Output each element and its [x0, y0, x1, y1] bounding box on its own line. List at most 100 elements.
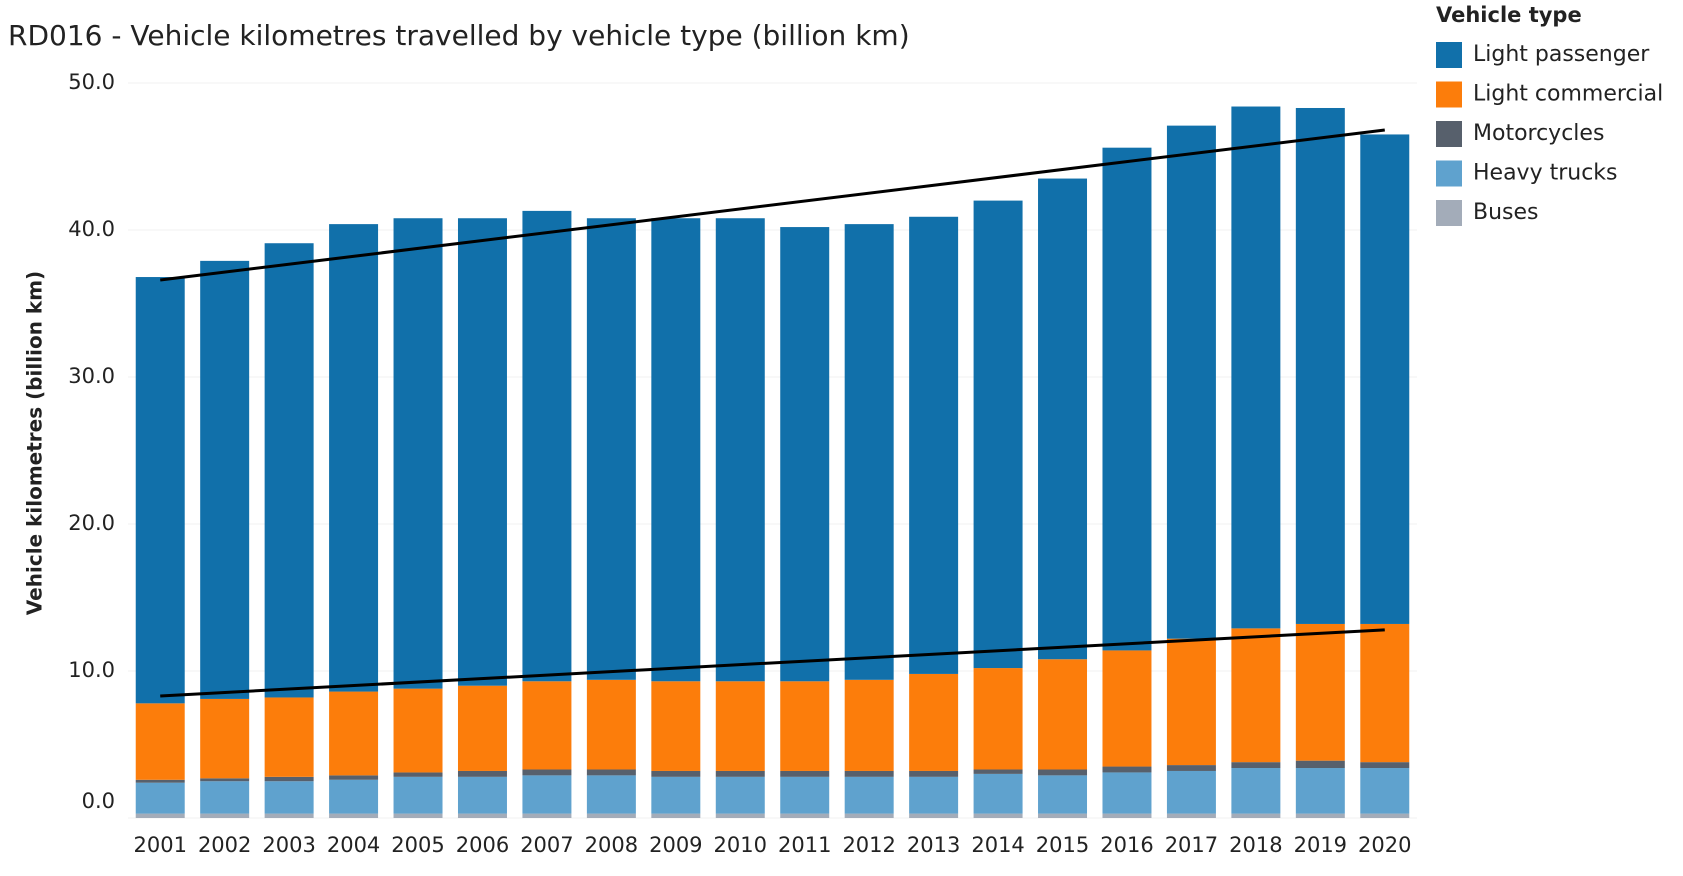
bar-segment [522, 769, 572, 776]
bar-segment [457, 218, 507, 686]
y-tick-label: 30.0 [68, 364, 115, 388]
bar-segment [522, 681, 572, 770]
y-axis-label: Vehicle kilometres (billion km) [23, 271, 47, 615]
bar-segment [522, 775, 572, 814]
bar-segment [393, 772, 443, 777]
bar-segment [586, 769, 636, 776]
bar-segment [1295, 760, 1345, 769]
x-tick-label: 2001 [133, 833, 186, 857]
bar-segment [1166, 770, 1216, 814]
bar-segment [844, 776, 894, 814]
bar-segment [264, 697, 314, 777]
bar-segment [651, 770, 701, 777]
bar-segment [586, 679, 636, 770]
y-tick-label: 20.0 [68, 511, 115, 535]
bar-segment [457, 776, 507, 814]
bar-segment [1102, 650, 1152, 767]
bar-segment [844, 679, 894, 771]
bar-segment [909, 673, 959, 771]
bar-segment [1038, 178, 1088, 660]
bar-segment [1166, 765, 1216, 771]
bar-segment [264, 243, 314, 698]
bar-segment [200, 698, 250, 779]
bar-segment [844, 770, 894, 777]
bar-segment [522, 813, 572, 818]
bar-segment [1166, 638, 1216, 766]
bar-segment [200, 778, 250, 782]
legend-label: Motorcycles [1473, 121, 1604, 146]
bar-segment [1166, 813, 1216, 818]
bar-segment [1231, 768, 1281, 814]
bar-segment [1231, 106, 1281, 629]
x-tick-label: 2008 [585, 833, 638, 857]
x-tick-label: 2007 [520, 833, 573, 857]
x-tick-label: 2005 [391, 833, 444, 857]
bar-segment [1231, 762, 1281, 769]
bar-segment [1231, 628, 1281, 763]
bar-segment [329, 691, 379, 776]
bar-segment [780, 227, 830, 682]
bar-segment [1360, 768, 1410, 814]
legend-swatch [1436, 160, 1462, 187]
bar-segment [1231, 813, 1281, 818]
bar-segment [1360, 762, 1410, 769]
bar-segment [1360, 134, 1410, 624]
bar-segment [651, 813, 701, 818]
x-tick-label: 2009 [649, 833, 702, 857]
x-tick-label: 2017 [1165, 833, 1218, 857]
legend-swatch [1436, 200, 1462, 226]
bar-segment [1102, 772, 1152, 814]
trend-line [160, 128, 1385, 282]
bar-segment [651, 776, 701, 814]
bar-segment [1360, 623, 1410, 763]
bar-segment [1038, 813, 1088, 818]
bar-segment [909, 813, 959, 818]
bar-segment [1038, 769, 1088, 776]
bar-segment [844, 224, 894, 680]
bar-segment [715, 770, 765, 777]
bar-segment [973, 773, 1023, 814]
bar-segment [780, 776, 830, 814]
bar-segment [909, 776, 959, 814]
legend-label: Buses [1473, 200, 1539, 225]
bar-segment [651, 218, 701, 682]
y-tick-label: 10.0 [68, 658, 115, 682]
bar-segment [135, 703, 185, 780]
bar-segment [457, 813, 507, 818]
bar-segment [457, 770, 507, 777]
x-tick-label: 2012 [842, 833, 895, 857]
x-tick-label: 2002 [198, 833, 251, 857]
bar-segment [1038, 659, 1088, 770]
bar-segment [393, 688, 443, 773]
bar-segment [393, 776, 443, 814]
bar-segment [522, 210, 572, 682]
bar-segment [780, 770, 830, 777]
bar-segment [329, 775, 379, 780]
bar-segment [844, 813, 894, 818]
bar-segment [586, 218, 636, 680]
bar-segment [1360, 813, 1410, 818]
bar-segment [329, 779, 379, 814]
x-tick-label: 2010 [714, 833, 767, 857]
bar-segment [586, 813, 636, 818]
bar-segment [264, 813, 314, 818]
x-tick-label: 2018 [1229, 833, 1282, 857]
legend-label: Heavy trucks [1473, 161, 1618, 186]
bar-segment [1102, 766, 1152, 773]
bar-segment [973, 668, 1023, 770]
bar-segment [715, 813, 765, 818]
y-tick-label: 40.0 [68, 217, 115, 241]
legend-label: Light passenger [1473, 42, 1650, 67]
x-tick-label: 2003 [262, 833, 315, 857]
y-tick-label: 50.0 [68, 70, 115, 94]
legend-swatch [1436, 121, 1462, 147]
trend-line [160, 628, 1385, 698]
bar-segment [393, 218, 443, 689]
bar-segment [973, 200, 1023, 669]
x-tick-label: 2014 [971, 833, 1024, 857]
bar-segment [715, 218, 765, 682]
bar-segment [135, 813, 185, 818]
x-tick-label: 2011 [778, 833, 831, 857]
x-tick-label: 2004 [327, 833, 380, 857]
bar-segment [264, 781, 314, 814]
